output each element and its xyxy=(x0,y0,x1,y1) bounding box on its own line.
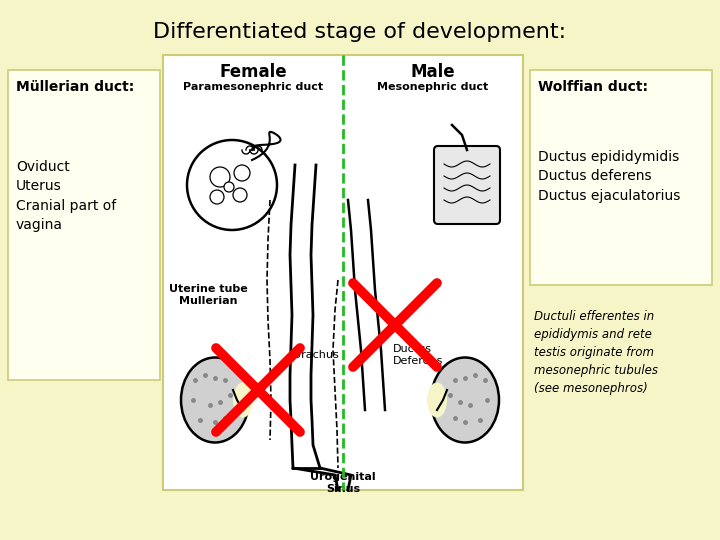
Text: Wolffian duct:: Wolffian duct: xyxy=(538,80,648,94)
Text: Ductuli efferentes in
epididymis and rete
testis originate from
mesonephric tubu: Ductuli efferentes in epididymis and ret… xyxy=(534,310,658,395)
FancyBboxPatch shape xyxy=(163,55,523,490)
Text: Paramesonephric duct: Paramesonephric duct xyxy=(183,82,323,92)
Text: Mesonephric duct: Mesonephric duct xyxy=(377,82,489,92)
Circle shape xyxy=(234,165,250,181)
FancyBboxPatch shape xyxy=(434,146,500,224)
Text: Ductus epididymidis
Ductus deferens
Ductus ejaculatorius: Ductus epididymidis Ductus deferens Duct… xyxy=(538,150,680,203)
Ellipse shape xyxy=(427,382,447,417)
Text: Müllerian duct:: Müllerian duct: xyxy=(16,80,134,94)
Text: Ductus
Deferens: Ductus Deferens xyxy=(393,344,444,366)
Text: Uterine tube
Mullerian: Uterine tube Mullerian xyxy=(168,284,248,306)
Circle shape xyxy=(210,190,224,204)
Text: Female: Female xyxy=(219,63,287,81)
Text: Urogenital
Sinus: Urogenital Sinus xyxy=(310,472,376,494)
Ellipse shape xyxy=(233,382,253,417)
Ellipse shape xyxy=(181,357,249,442)
Text: Male: Male xyxy=(410,63,455,81)
Circle shape xyxy=(224,182,234,192)
Circle shape xyxy=(210,167,230,187)
FancyBboxPatch shape xyxy=(530,70,712,285)
FancyBboxPatch shape xyxy=(8,70,160,380)
Text: Differentiated stage of development:: Differentiated stage of development: xyxy=(153,22,567,42)
Ellipse shape xyxy=(431,357,499,442)
Text: Urachus: Urachus xyxy=(293,350,339,360)
Text: Oviduct
Uterus
Cranial part of
vagina: Oviduct Uterus Cranial part of vagina xyxy=(16,160,116,233)
Circle shape xyxy=(233,188,247,202)
Circle shape xyxy=(187,140,277,230)
